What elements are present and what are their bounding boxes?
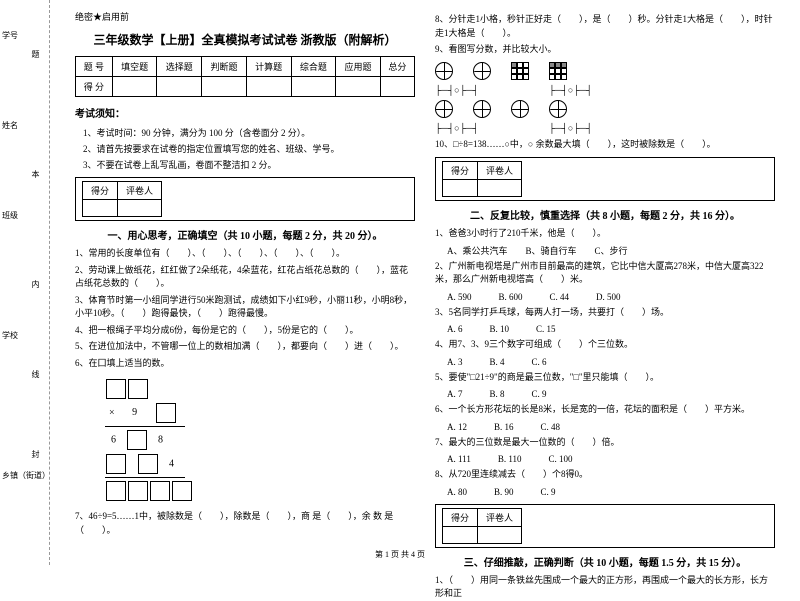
th-calc: 计算题 [246, 57, 291, 77]
s1-q8: 8、分针走1小格，秒针正好走（ ），是（ ）秒。分针走1大格是（ ），时针走1大… [435, 13, 775, 40]
th-app: 应用题 [336, 57, 381, 77]
score-table: 题 号 填空题 选择题 判断题 计算题 综合题 应用题 总分 得 分 [75, 56, 415, 97]
label-name: 姓名 [2, 120, 18, 131]
section-bar-3: 得分评卷人 [435, 504, 775, 548]
compare-row-2: ├─┤○├─┤├─┤○├─┤ [435, 123, 775, 133]
mark-feng: 封 [30, 450, 41, 458]
s2-q8-opt: A. 80 B. 90 C. 9 [435, 485, 775, 498]
circle-icon [435, 62, 453, 80]
label-student-id: 学号 [2, 30, 18, 41]
th-choice: 选择题 [157, 57, 202, 77]
s2-q2: 2、广州新电视塔是广州市目前最高的建筑，它比中信大厦高278米，中信大厦高322… [435, 260, 775, 287]
fraction-row-2 [435, 100, 775, 118]
s2-q5: 5、要使"□21÷9"的商是最三位数，"□"里只能填（ ）。 [435, 371, 775, 385]
s2-q6-opt: A. 12 B. 16 C. 48 [435, 420, 775, 433]
label-town: 乡镇（街道） [2, 470, 49, 481]
s1-q6: 6、在囗填上适当的数。 [75, 357, 415, 371]
grid-icon [549, 62, 567, 80]
s2-q8: 8、从720里连续减去（ ）个8得0。 [435, 468, 775, 482]
s1-q4: 4、把一根绳子平均分成6份，每份是它的（ ），5份是它的（ ）。 [75, 324, 415, 338]
s2-q4-opt: A. 3 B. 4 C. 6 [435, 355, 775, 368]
s2-q7: 7、最大的三位数是最大一位数的（ ）倍。 [435, 436, 775, 450]
th-fill: 填空题 [112, 57, 157, 77]
main-content: 绝密★启用前 三年级数学【上册】全真模拟考试试卷 浙教版（附解析） 题 号 填空… [50, 0, 800, 565]
s1-q7: 7、46÷9=5……1中，被除数是（ ），除数是（ ），商 是（ ），余 数 是… [75, 510, 415, 537]
s2-q7-opt: A. 111 B. 110 C. 100 [435, 452, 775, 465]
compare-row-1: ├─┤○├─┤├─┤○├─┤ [435, 85, 775, 95]
section-bar-1: 得分评卷人 [75, 177, 415, 221]
mark-ben: 本 [30, 170, 41, 178]
notice-title: 考试须知： [75, 105, 415, 120]
circle-icon [549, 100, 567, 118]
s2-q4: 4、用7、3、9三个数字可组成（ ）个三位数。 [435, 338, 775, 352]
s2-q1: 1、爸爸3小时行了210千米，他是（ ）。 [435, 227, 775, 241]
notice-3: 3、不要在试卷上乱写乱画，卷面不整洁扣 2 分。 [75, 158, 415, 171]
th-total: 总分 [380, 57, 414, 77]
mark-ti: 题 [30, 50, 41, 58]
section-bar-2: 得分评卷人 [435, 157, 775, 201]
s1-q5: 5、在进位加法中，不管哪一位上的数相加满（ ），都要向（ ）进（ ）。 [75, 340, 415, 354]
section2-title: 二、反复比较，慎重选择（共 8 小题，每题 2 分，共 16 分）。 [435, 207, 775, 222]
circle-icon [435, 100, 453, 118]
s3-q1: 1、（ ）用同一条铁丝先围成一个最大的正方形，再围成一个最大的长方形，长方形和正 [435, 574, 775, 601]
s2-q1-opt: A、乘公共汽车 B、骑自行车 C、步行 [435, 244, 775, 257]
label-class: 班级 [2, 210, 18, 221]
notice-2: 2、请首先按要求在试卷的指定位置填写您的姓名、班级、学号。 [75, 142, 415, 155]
section3-title: 三、仔细推敲，正确判断（共 10 小题，每题 1.5 分，共 15 分）。 [435, 554, 775, 569]
s2-q2-opt: A. 590 B. 600 C. 44 D. 500 [435, 290, 775, 303]
s1-q3: 3、体育节时第一小组同学进行50米跑测试，成绩如下小红9秒，小丽11秒，小明8秒… [75, 294, 415, 321]
notice-1: 1、考试时间：90 分钟，满分为 100 分（含卷面分 2 分）。 [75, 126, 415, 139]
grid-icon [511, 62, 529, 80]
th-num: 题 号 [76, 57, 113, 77]
circle-icon [473, 62, 491, 80]
th-comp: 综合题 [291, 57, 336, 77]
th-judge: 判断题 [202, 57, 247, 77]
circle-icon [473, 100, 491, 118]
s1-q1: 1、常用的长度单位有（ ）、（ ）、（ ）、（ ）、（ ）。 [75, 247, 415, 261]
mark-xian: 线 [30, 370, 41, 378]
s2-q3-opt: A. 6 B. 10 C. 15 [435, 322, 775, 335]
exam-title: 三年级数学【上册】全真模拟考试试卷 浙教版（附解析） [75, 31, 415, 48]
circle-icon [511, 100, 529, 118]
s2-q6: 6、一个长方形花坛的长是8米，长是宽的一倍，花坛的面积是（ ）平方米。 [435, 403, 775, 417]
right-column: 8、分针走1小格，秒针正好走（ ），是（ ）秒。分针走1大格是（ ），时针走1大… [425, 10, 785, 555]
mark-nei: 内 [30, 280, 41, 288]
section1-title: 一、用心思考，正确填空（共 10 小题，每题 2 分，共 20 分）。 [75, 227, 415, 242]
binding-margin: 学号 姓名 班级 学校 乡镇（街道） 题 本 内 线 封 [0, 0, 50, 565]
s1-q9: 9、看图写分数，并比较大小。 [435, 43, 775, 57]
secret-label: 绝密★启用前 [75, 10, 415, 23]
s1-q2: 2、劳动课上做纸花，红红做了2朵纸花，4朵蓝花，红花占纸花总数的（ ），蓝花占纸… [75, 264, 415, 291]
s2-q5-opt: A. 7 B. 8 C. 9 [435, 387, 775, 400]
s1-q10: 10、□÷8=138……○中，○ 余数最大填（ ），这时被除数是（ ）。 [435, 138, 775, 152]
label-school: 学校 [2, 330, 18, 341]
left-column: 绝密★启用前 三年级数学【上册】全真模拟考试试卷 浙教版（附解析） 题 号 填空… [65, 10, 425, 555]
td-score: 得 分 [76, 77, 113, 97]
s2-q3: 3、5名同学打乒乓球，每两人打一场，共要打（ ）场。 [435, 306, 775, 320]
multiplication-grid: × 9 6 8 4 [105, 378, 415, 502]
page-footer: 第 1 页 共 4 页 [375, 549, 425, 560]
fraction-row-1 [435, 62, 775, 80]
